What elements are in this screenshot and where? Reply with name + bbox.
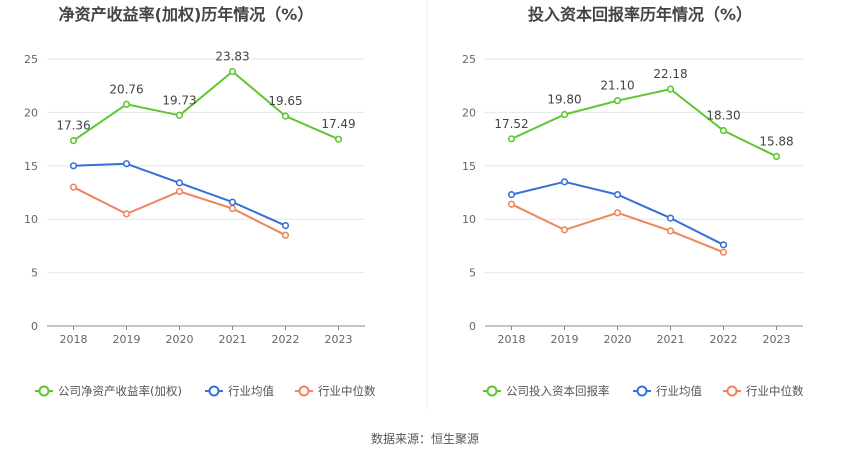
x-tick-label: 2018 (60, 333, 88, 346)
data-point-company (719, 126, 728, 135)
data-label: 17.49 (321, 117, 355, 131)
data-label: 20.76 (109, 82, 143, 96)
data-label: 23.83 (215, 49, 249, 63)
data-point-company (122, 100, 131, 108)
y-tick-label: 15 (462, 160, 476, 173)
data-label: 18.30 (706, 109, 740, 123)
data-point-company (69, 136, 78, 145)
data-label: 19.80 (547, 93, 581, 107)
data-point-mean (613, 191, 622, 199)
y-tick-label: 0 (469, 320, 476, 333)
data-point-company (613, 97, 622, 105)
legend-item-median: 行业中位数 (723, 384, 804, 398)
legend-item-company: 公司投入资本回报率 (483, 384, 610, 398)
data-point-median (560, 226, 569, 234)
legend-item-median: 行业中位数 (295, 384, 376, 398)
y-tick-label: 15 (24, 160, 38, 173)
data-point-company (666, 85, 675, 93)
data-point-mean (69, 162, 78, 170)
data-point-mean (122, 160, 131, 168)
data-point-mean (666, 214, 675, 222)
legend-label: 公司投入资本回报率 (506, 384, 610, 398)
y-tick-label: 10 (462, 213, 476, 226)
data-label: 19.73 (162, 93, 196, 107)
legend-label: 行业中位数 (318, 384, 376, 398)
data-point-company (560, 110, 569, 119)
y-tick-label: 25 (24, 53, 38, 66)
data-point-mean (560, 178, 569, 186)
legend-marker (38, 385, 50, 397)
data-point-median (666, 227, 675, 235)
data-point-median (175, 187, 184, 196)
x-tick-label: 2018 (498, 333, 526, 346)
y-tick-label: 5 (31, 267, 38, 280)
data-point-median (281, 231, 290, 239)
x-tick-label: 2019 (113, 333, 141, 346)
chart-title: 投入资本回报率历年情况（%） (528, 5, 752, 24)
data-label: 17.36 (56, 119, 90, 133)
x-tick-label: 2020 (166, 333, 194, 346)
data-point-median (228, 204, 237, 213)
data-point-mean (719, 241, 728, 249)
data-source-note: 数据来源：恒生聚源 (371, 431, 479, 446)
data-label: 19.65 (268, 94, 302, 108)
data-point-median (613, 209, 622, 217)
legend-item-mean: 行业均值 (633, 384, 702, 398)
x-tick-label: 2022 (272, 333, 300, 346)
data-point-mean (175, 179, 184, 187)
chart-panel-1: 净资产收益率(加权)历年情况（%） 0 5 10 15 20 25 2018 2019 2020 2… (24, 5, 376, 398)
legend-item-company: 公司净资产收益率(加权) (35, 384, 182, 398)
x-tick-label: 2020 (604, 333, 632, 346)
chart-panel-2: 投入资本回报率历年情况（%） 0 5 10 15 20 25 2018 2019 2020 2021… (462, 5, 804, 398)
data-label: 17.52 (494, 117, 528, 131)
x-tick-label: 2021 (657, 333, 685, 346)
legend-item-mean: 行业均值 (205, 384, 274, 398)
y-tick-label: 25 (462, 53, 476, 66)
data-point-company (334, 135, 343, 143)
series-line-company (511, 88, 777, 158)
x-tick-label: 2019 (551, 333, 579, 346)
x-tick-label: 2023 (763, 333, 791, 346)
data-point-median (507, 200, 516, 208)
y-tick-label: 10 (24, 213, 38, 226)
legend-label: 公司净资产收益率(加权) (58, 384, 182, 398)
legend-marker (636, 385, 648, 397)
y-tick-label: 20 (24, 106, 38, 119)
data-point-company (175, 111, 184, 119)
data-point-company (228, 67, 237, 76)
legend-marker (486, 385, 498, 397)
data-point-median (69, 183, 78, 191)
chart-title: 净资产收益率(加权)历年情况（%） (59, 5, 314, 24)
x-tick-label: 2023 (325, 333, 353, 346)
data-point-mean (507, 191, 516, 199)
data-point-mean (281, 222, 290, 230)
legend-marker (726, 385, 738, 397)
data-label: 21.10 (600, 79, 634, 93)
data-point-company (281, 112, 290, 120)
data-label: 15.88 (759, 134, 793, 148)
legend-label: 行业均值 (656, 384, 702, 398)
legend-marker (298, 385, 310, 397)
y-tick-label: 0 (31, 320, 38, 333)
data-point-mean (228, 198, 237, 206)
data-point-median (122, 210, 131, 218)
x-tick-label: 2021 (219, 333, 247, 346)
y-tick-label: 20 (462, 106, 476, 119)
legend-label: 行业均值 (228, 384, 274, 398)
data-point-company (772, 152, 781, 161)
legend-marker (208, 385, 220, 397)
data-label: 22.18 (653, 67, 687, 81)
series-line-company (72, 70, 339, 142)
data-point-company (507, 135, 516, 143)
legend-label: 行业中位数 (746, 384, 804, 398)
data-point-median (719, 248, 728, 256)
x-tick-label: 2022 (710, 333, 738, 346)
y-tick-label: 5 (469, 267, 476, 280)
